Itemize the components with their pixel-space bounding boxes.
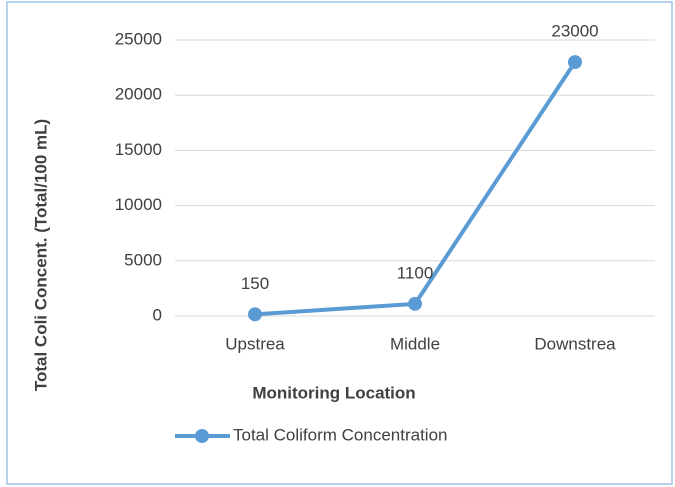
x-tick-label: Middle — [390, 334, 440, 353]
data-label: 150 — [241, 274, 269, 293]
y-tick-label: 5000 — [124, 250, 162, 269]
y-tick-label: 20000 — [115, 85, 162, 104]
chart-frame — [6, 1, 673, 485]
y-tick-label: 15000 — [115, 140, 162, 159]
data-label: 23000 — [551, 22, 598, 41]
x-tick-label: Upstrea — [225, 334, 285, 353]
data-point — [248, 307, 262, 322]
x-tick-label: Downstrea — [534, 334, 616, 353]
y-axis-title: Total Coli Concent. (Total/100 mL) — [31, 119, 50, 391]
legend-marker — [195, 429, 209, 443]
data-label: 1100 — [397, 263, 434, 282]
y-tick-label: 10000 — [115, 195, 162, 214]
data-point — [568, 55, 582, 70]
data-point — [408, 296, 422, 311]
x-axis-title: Monitoring Location — [252, 383, 415, 402]
legend-label: Total Coliform Concentration — [233, 425, 447, 444]
y-tick-label: 0 — [153, 305, 162, 324]
y-tick-label: 25000 — [115, 29, 162, 48]
